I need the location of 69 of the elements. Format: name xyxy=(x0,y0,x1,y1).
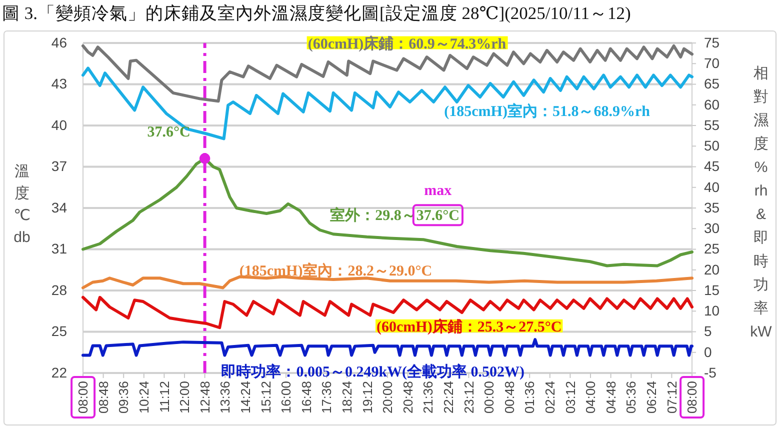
y2-tick-label: 0 xyxy=(704,344,712,360)
series-label: (60cmH)床鋪：60.9～74.3%rh xyxy=(308,34,507,52)
x-tick-label: 10:24 xyxy=(136,381,152,414)
chart-title: 圖 3.「變頻冷氣」的床鋪及室內外溫濕度變化圖[設定溫度 28℃](2025/10/11～12) xyxy=(2,3,632,23)
x-tick-label: 09:36 xyxy=(116,381,132,414)
y2-tick-label: 40 xyxy=(704,178,720,195)
y2-tick-label: 5 xyxy=(704,323,712,340)
x-tick-label: 22:24 xyxy=(440,381,456,414)
annotation: 37.6°C xyxy=(147,124,190,140)
x-tick-label: 04:00 xyxy=(583,381,598,414)
y-tick-label: 34 xyxy=(51,199,68,216)
y2-tick-label: 60 xyxy=(704,96,720,112)
y-tick-label: 25 xyxy=(51,323,68,340)
text: 相對濕度%rh&即時功率kW xyxy=(750,65,772,340)
x-tick-label: 14:24 xyxy=(238,381,253,414)
y2-tick-label: 75 xyxy=(704,34,720,50)
line-series xyxy=(82,338,694,357)
x-tick-label: 21:36 xyxy=(420,381,436,414)
x-tick-label: 08:00 xyxy=(76,381,91,414)
y2-tick-label: 50 xyxy=(704,138,720,154)
series-label: (185cmH)室內：28.2～29.0°C xyxy=(239,261,432,280)
x-tick-label: 04:48 xyxy=(603,381,618,414)
x-tick-label: 07:12 xyxy=(664,381,680,414)
x-tick-label: 08:00 xyxy=(684,381,700,414)
y-axis-title: 溫度℃db xyxy=(14,163,30,246)
series-label: (185cmH)室內：51.8～68.9%rh xyxy=(444,102,651,120)
x-tick-label: 23:12 xyxy=(461,381,476,414)
y2-tick-label: 30 xyxy=(704,220,720,236)
x-tick-label: 02:24 xyxy=(542,381,558,414)
x-tick-label: 18:24 xyxy=(339,381,354,414)
y-tick-label: 43 xyxy=(51,76,68,92)
x-tick-label: 00:00 xyxy=(482,381,497,414)
x-tick-label: 15:12 xyxy=(258,381,274,414)
x-tick-label: 12:48 xyxy=(197,381,212,414)
x-tick-label: 00:48 xyxy=(502,381,517,414)
x-tick-label: 20:48 xyxy=(400,381,416,414)
y2-tick-label: 70 xyxy=(704,55,720,72)
y2-tick-label: 25 xyxy=(704,240,720,257)
x-tick-label: 11:12 xyxy=(156,381,172,413)
line-series xyxy=(82,66,694,140)
y2-tick-label: 45 xyxy=(704,158,720,174)
x-tick-label: 16:00 xyxy=(278,381,294,414)
series-label: 即時功率：0.005～0.249kW(全載功率 0.502W) xyxy=(221,362,525,381)
y2-tick-label: -5 xyxy=(704,364,717,380)
annotation: max xyxy=(424,183,452,200)
x-tick-label: 20:00 xyxy=(380,381,396,414)
y2-tick-label: 20 xyxy=(704,261,720,278)
x-tick-label: 01:36 xyxy=(522,381,538,414)
x-tick-label: 13:36 xyxy=(218,381,233,414)
x-tick-label: 12:00 xyxy=(177,381,192,414)
x-tick-label: 19:12 xyxy=(360,381,375,414)
x-tick-label: 06:24 xyxy=(644,381,659,414)
x-tick-label: 17:36 xyxy=(319,381,334,414)
y-tick-label: 46 xyxy=(51,34,68,50)
y2-tick-label: 10 xyxy=(704,302,720,319)
y-tick-label: 28 xyxy=(51,282,68,298)
y-tick-label: 37 xyxy=(51,158,68,174)
x-tick-label: 08:48 xyxy=(96,381,111,414)
y2-tick-label: 35 xyxy=(704,199,720,216)
x-tick-label: 16:48 xyxy=(298,381,314,414)
series-label: (60cmH)床鋪：25.3～27.5°C xyxy=(376,317,562,336)
y-tick-label: 40 xyxy=(51,116,68,133)
x-tick-label: 03:12 xyxy=(562,381,578,414)
x-tick-label: 05:36 xyxy=(624,381,639,414)
y-tick-label: 22 xyxy=(51,364,68,380)
y2-tick-label: 65 xyxy=(704,76,720,92)
y2-tick-label: 15 xyxy=(704,282,720,298)
y-tick-label: 31 xyxy=(51,240,68,257)
y2-tick-label: 55 xyxy=(704,116,720,133)
